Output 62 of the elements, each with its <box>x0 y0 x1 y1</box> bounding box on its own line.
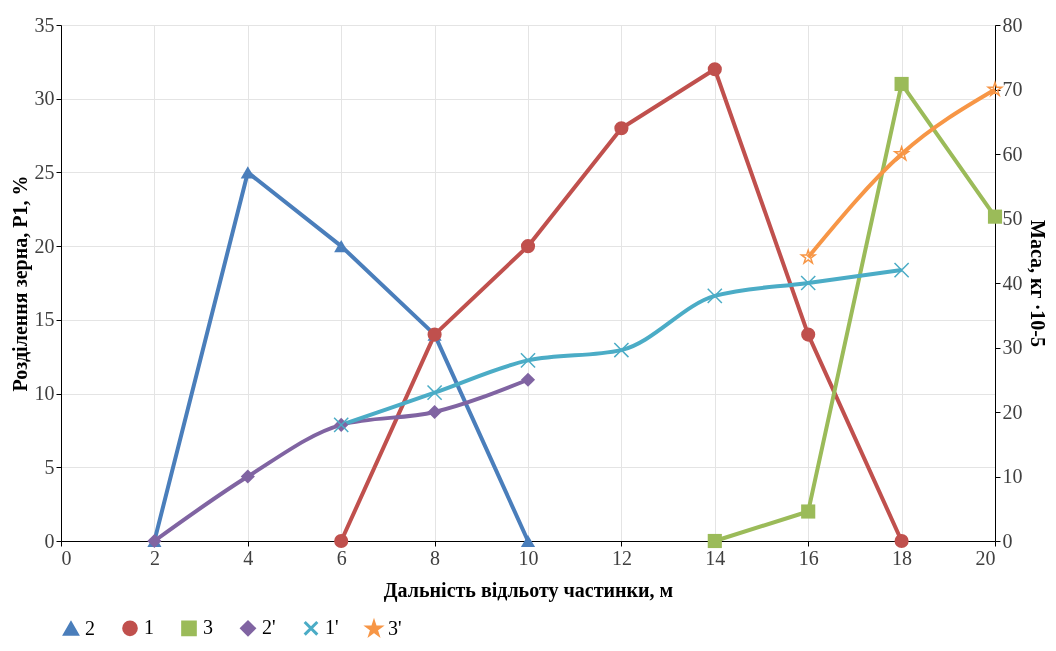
point <box>334 533 349 549</box>
point <box>894 76 909 92</box>
y-tick-label: 20 <box>34 234 55 257</box>
y-tick-label: 25 <box>34 160 55 183</box>
legend-label: 3 <box>203 616 213 639</box>
point <box>800 249 816 264</box>
y2-tick-label: 80 <box>1002 13 1023 36</box>
y-tick-label: 30 <box>34 87 55 110</box>
x-tick-label: 12 <box>611 546 632 569</box>
y2-tick-label: 30 <box>1002 336 1023 358</box>
y-tick-label: 35 <box>34 13 55 36</box>
y2-tick-label: 50 <box>1002 207 1023 229</box>
x-tick-label: 16 <box>798 546 819 569</box>
point <box>520 534 536 548</box>
point <box>707 62 722 77</box>
point <box>334 240 349 253</box>
point <box>240 166 255 179</box>
legend-label: 3' <box>388 616 402 639</box>
legend-label: 1' <box>325 616 339 639</box>
legend-label: 1 <box>144 616 154 639</box>
point <box>706 288 723 304</box>
x-tick-label: 20 <box>975 546 996 569</box>
point <box>240 469 255 484</box>
point <box>613 342 630 358</box>
point <box>520 352 536 369</box>
x-tick-label: 14 <box>705 546 726 569</box>
point <box>707 533 722 549</box>
point <box>800 275 817 291</box>
point <box>614 121 629 136</box>
point <box>894 146 910 161</box>
y-tick-label: 10 <box>34 382 55 405</box>
x-tick-label: 2 <box>149 546 160 569</box>
point <box>893 262 910 278</box>
point <box>520 239 536 254</box>
x-tick-label: 18 <box>892 546 913 569</box>
x-tick-label: 0 <box>61 546 72 569</box>
y2-axis-title: Маса, кг ·10-5 <box>1026 220 1049 347</box>
y2-tick-label: 10 <box>1002 465 1023 487</box>
y2-tick-label: 60 <box>1002 142 1023 165</box>
legend-label: 2 <box>85 616 95 639</box>
point <box>987 209 1003 224</box>
y-tick-label: 5 <box>44 455 55 478</box>
x-axis-title: Дальність відльоту частинки, м <box>383 578 674 602</box>
y-tick-label: 0 <box>44 529 55 552</box>
y2-tick-label: 70 <box>1002 78 1023 100</box>
point <box>801 504 816 519</box>
point <box>801 327 816 342</box>
point <box>426 384 443 401</box>
point <box>427 404 442 420</box>
y2-tick-label: 0 <box>1002 529 1013 552</box>
legend-label: 2' <box>262 616 276 639</box>
point <box>987 81 1003 96</box>
x-tick-label: 6 <box>336 546 347 569</box>
y2-tick-label: 40 <box>1002 271 1023 294</box>
y-axis-title: Розділення зерна, Р1, % <box>8 175 32 392</box>
x-tick-label: 4 <box>243 546 254 569</box>
x-tick-label: 8 <box>430 546 441 569</box>
x-tick-label: 10 <box>518 546 539 569</box>
y-tick-label: 15 <box>34 308 55 331</box>
y2-tick-label: 20 <box>1002 400 1023 423</box>
point <box>894 533 909 549</box>
point <box>520 372 536 387</box>
